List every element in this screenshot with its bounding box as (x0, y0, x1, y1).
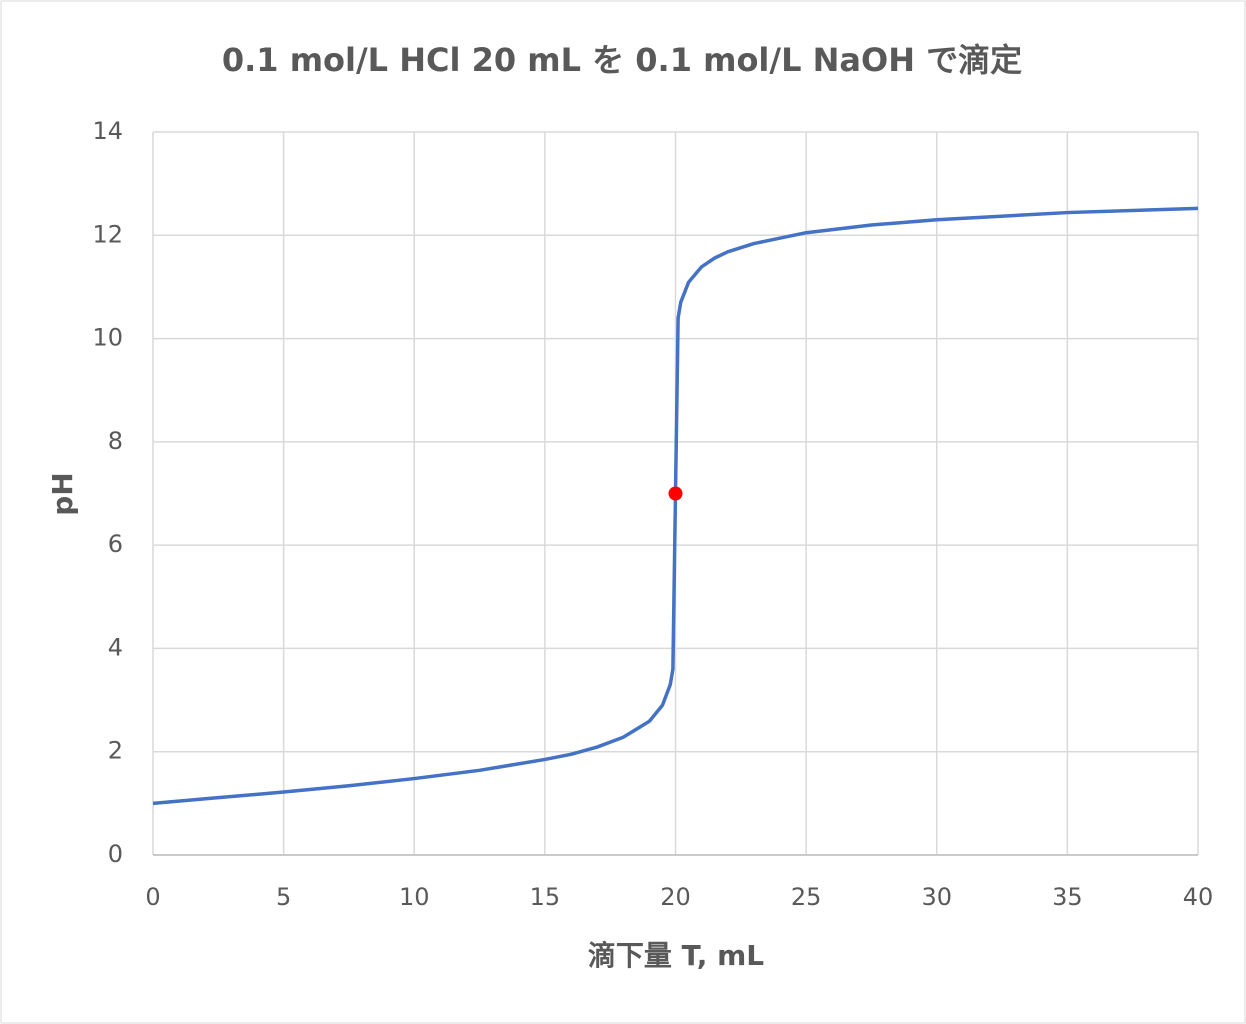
y-axis-title: pH (46, 472, 79, 515)
x-tick-label: 20 (660, 883, 691, 911)
y-tick-label: 4 (108, 633, 123, 661)
data-point (668, 486, 683, 501)
x-tick-label: 25 (791, 883, 822, 911)
y-tick-label: 0 (108, 840, 123, 868)
y-tick-label: 6 (108, 530, 123, 558)
y-tick-label: 10 (92, 324, 123, 352)
x-axis-title: 滴下量 T, mL (588, 939, 764, 972)
x-tick-label: 30 (921, 883, 952, 911)
x-tick-label: 40 (1183, 883, 1214, 911)
y-tick-label: 14 (92, 117, 123, 145)
x-tick-label: 10 (399, 883, 430, 911)
chart-title: 0.1 mol/L HCl 20 mL を 0.1 mol/L NaOH で滴定 (222, 41, 1022, 79)
x-tick-label: 15 (530, 883, 561, 911)
x-tick-label: 35 (1052, 883, 1083, 911)
data-line (152, 206, 1199, 806)
y-tick-label: 8 (108, 427, 123, 455)
x-tick-label: 0 (145, 883, 160, 911)
y-tick-label: 2 (108, 737, 123, 765)
x-tick-label: 5 (276, 883, 291, 911)
y-tick-label: 12 (92, 220, 123, 248)
